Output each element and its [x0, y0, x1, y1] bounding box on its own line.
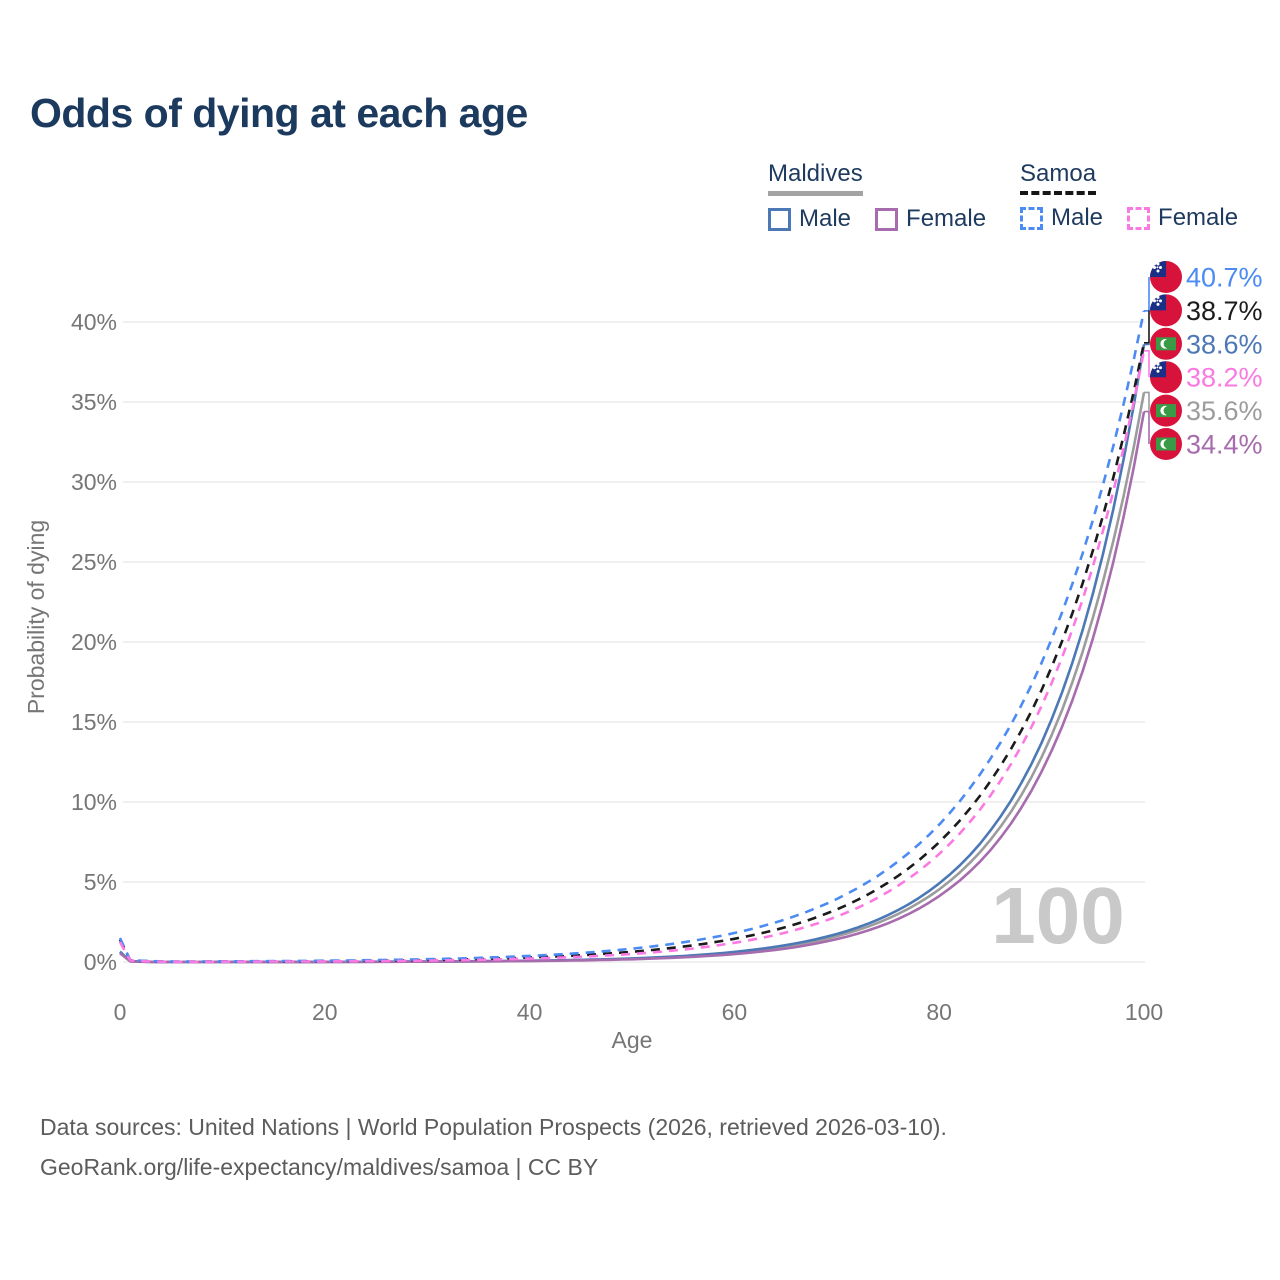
- end-label-connector: [1144, 410, 1150, 444]
- y-tick-label: 20%: [71, 629, 117, 655]
- legend-group-maldives: Maldives Male Female: [768, 160, 986, 233]
- y-tick-label: 25%: [71, 549, 117, 575]
- y-axis-title: Probability of dying: [23, 520, 49, 714]
- page-title: Odds of dying at each age: [30, 90, 528, 136]
- footer: Data sources: United Nations | World Pop…: [40, 1107, 947, 1187]
- flag-icon-maldives: [1150, 394, 1182, 427]
- end-value-label-samoa-female: 38.2%: [1186, 363, 1263, 393]
- legend-item-label: Male: [799, 205, 852, 232]
- legend-item-label: Female: [906, 205, 987, 232]
- samoa-female-swatch-icon: [1127, 206, 1151, 230]
- legend-item-label: Male: [1051, 204, 1104, 231]
- series-line-samoa-all[interactable]: [118, 342, 1146, 963]
- maldives-male-swatch-icon: [768, 207, 791, 231]
- flag-icon-maldives: [1150, 428, 1182, 460]
- y-tick-label: 10%: [71, 789, 117, 815]
- legend-item-label: Female: [1158, 204, 1239, 231]
- series-line-samoa-female[interactable]: [118, 350, 1146, 964]
- end-value-label-maldives-female: 34.4%: [1186, 430, 1263, 460]
- maldives-female-swatch-icon: [875, 207, 899, 231]
- samoa-male-swatch-icon: [1020, 206, 1043, 230]
- y-tick-label: 5%: [84, 869, 117, 895]
- legend-item-samoa-female[interactable]: Female: [1127, 204, 1238, 232]
- y-tick-label: 30%: [71, 469, 117, 495]
- y-tick-label: 40%: [71, 309, 117, 335]
- end-label-connector: [1144, 391, 1150, 411]
- x-tick-label: 100: [1125, 999, 1163, 1025]
- x-tick-label: 80: [926, 999, 952, 1025]
- end-label-connector: [1144, 310, 1150, 344]
- legend-country-maldives[interactable]: Maldives: [768, 160, 863, 196]
- legend-item-maldives-female[interactable]: Female: [875, 205, 986, 233]
- x-tick-label: 60: [722, 999, 748, 1025]
- y-tick-label: 15%: [71, 709, 117, 735]
- end-value-label-maldives-all: 35.6%: [1186, 396, 1263, 426]
- end-label-connector: [1144, 277, 1150, 312]
- footer-data-sources: Data sources: United Nations | World Pop…: [40, 1114, 947, 1140]
- flag-icon-samoa: [1150, 294, 1182, 327]
- flag-icon-samoa: [1150, 261, 1182, 293]
- y-tick-label: 0%: [84, 949, 117, 975]
- flag-icon-maldives: [1150, 327, 1182, 360]
- end-value-label-samoa-all: 38.7%: [1186, 296, 1263, 326]
- age-indicator-watermark: 100: [991, 871, 1124, 960]
- legend-item-samoa-male[interactable]: Male: [1020, 204, 1103, 232]
- series-line-maldives-male[interactable]: [119, 344, 1146, 964]
- x-tick-label: 40: [517, 999, 543, 1025]
- legend-group-samoa: Samoa Male Female: [1020, 160, 1238, 232]
- y-tick-label: 35%: [71, 389, 117, 415]
- legend-item-maldives-male[interactable]: Male: [768, 205, 851, 233]
- end-label-connector: [1144, 350, 1150, 378]
- x-tick-label: 20: [312, 999, 338, 1025]
- series-line-samoa-male[interactable]: [118, 310, 1146, 963]
- x-tick-label: 0: [114, 999, 127, 1025]
- legend-country-samoa[interactable]: Samoa: [1020, 160, 1097, 195]
- footer-attribution-url: GeoRank.org/life-expectancy/maldives/sam…: [40, 1154, 599, 1180]
- flag-icon-samoa: [1150, 361, 1182, 394]
- end-value-label-maldives-male: 38.6%: [1186, 329, 1263, 359]
- x-axis-title: Age: [612, 1027, 653, 1053]
- end-value-label-samoa-male: 40.7%: [1186, 263, 1263, 293]
- end-label-connector: [1144, 343, 1150, 346]
